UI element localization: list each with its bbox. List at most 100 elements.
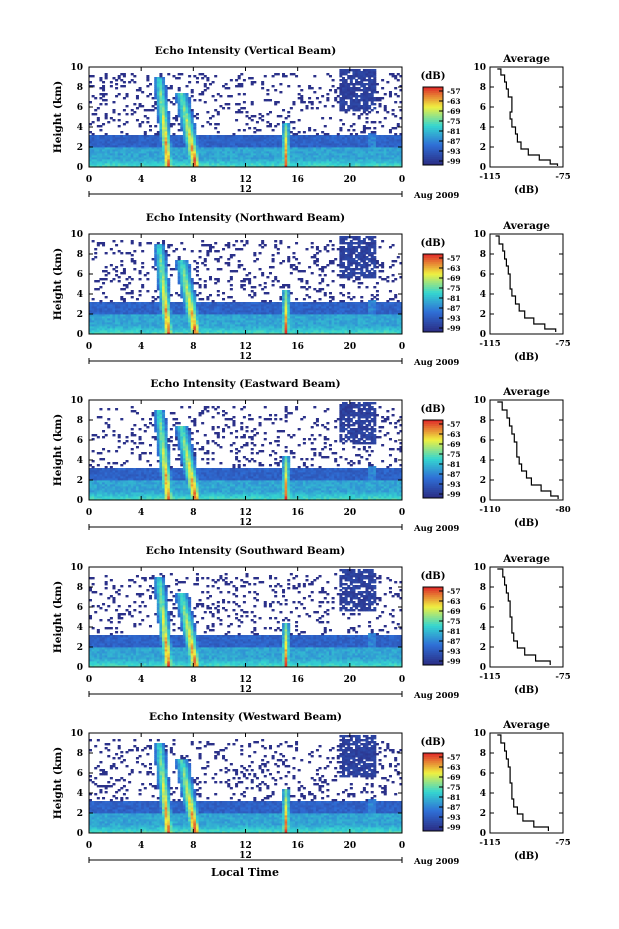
heatmap-cell	[365, 89, 369, 92]
heatmap-cell	[308, 328, 312, 331]
heatmap-cell	[271, 155, 275, 158]
heatmap-cell	[156, 326, 160, 329]
heatmap-cell	[394, 155, 398, 158]
heatmap-cell	[245, 274, 249, 277]
heatmap-cell	[391, 149, 395, 152]
heatmap-cell	[342, 69, 346, 72]
heatmap-cell	[130, 320, 134, 323]
heatmap-cell	[151, 326, 155, 329]
colorbar-segment	[423, 126, 443, 129]
heatmap-cell	[248, 324, 252, 327]
heatmap-cell	[289, 163, 293, 166]
heatmap-cell	[331, 163, 335, 166]
heatmap-cell	[308, 137, 312, 140]
heatmap-cell	[162, 242, 166, 245]
heatmap-cell	[391, 139, 395, 142]
heatmap-cell	[175, 165, 179, 168]
heatmap-cell	[362, 125, 366, 128]
heatmap-cell	[224, 316, 228, 319]
heatmap-cell	[203, 324, 207, 327]
heatmap-cell	[302, 332, 306, 335]
heatmap-cell	[248, 294, 252, 297]
heatmap-cell	[188, 326, 192, 329]
heatmap-cell	[159, 127, 163, 130]
heatmap-cell	[370, 89, 374, 92]
heatmap-cell	[104, 270, 108, 273]
heatmap-cell	[169, 145, 173, 148]
heatmap-cell	[357, 109, 361, 112]
heatmap-cell	[143, 322, 147, 325]
heatmap-cell	[368, 85, 372, 88]
heatmap-cell	[190, 117, 194, 120]
heatmap-cell	[198, 139, 202, 142]
heatmap-cell	[357, 95, 361, 98]
heatmap-cell	[349, 107, 353, 110]
heatmap-cell	[360, 89, 364, 92]
heatmap-cell	[287, 312, 291, 315]
heatmap-cell	[214, 153, 218, 156]
heatmap-cell	[120, 330, 124, 333]
heatmap-cell	[185, 262, 189, 265]
heatmap-cell	[175, 161, 179, 164]
heatmap-cell	[133, 163, 137, 166]
heatmap-cell	[362, 97, 366, 100]
heatmap-cell	[128, 314, 132, 317]
heatmap-cell	[235, 143, 239, 146]
heatmap-cell	[224, 308, 228, 311]
heatmap-cell	[287, 143, 291, 146]
heatmap-cell	[177, 322, 181, 325]
heatmap-cell	[255, 324, 259, 327]
heatmap-cell	[219, 320, 223, 323]
heatmap-cell	[128, 161, 132, 164]
heatmap-cell	[399, 89, 403, 92]
heatmap-cell	[117, 153, 121, 156]
heatmap-cell	[89, 161, 93, 164]
heatmap-cell	[102, 95, 106, 98]
heatmap-cell	[229, 141, 233, 144]
heatmap-cell	[177, 304, 181, 307]
heatmap-cell	[164, 105, 168, 108]
heatmap-cell	[188, 103, 192, 106]
heatmap-cell	[318, 147, 322, 150]
heatmap-cell	[180, 159, 184, 162]
heatmap-cell	[180, 95, 184, 98]
heatmap-cell	[188, 119, 192, 122]
heatmap-cell	[156, 306, 160, 309]
heatmap-cell	[211, 95, 215, 98]
heatmap-cell	[300, 165, 304, 168]
heatmap-cell	[227, 306, 231, 309]
heatmap-cell	[328, 143, 332, 146]
x-tick-label: 8	[190, 175, 196, 185]
heatmap-cell	[112, 143, 116, 146]
heatmap-cell	[185, 260, 189, 263]
heatmap-cell	[135, 161, 139, 164]
heatmap-cell	[219, 318, 223, 321]
heatmap-cell	[235, 322, 239, 325]
heatmap-cell	[167, 290, 171, 293]
heatmap-cell	[135, 89, 139, 92]
profile-y-tick-label: 10	[473, 63, 486, 73]
heatmap-cell	[276, 308, 280, 311]
x-tick-label: 12	[239, 175, 252, 185]
heatmap-cell	[250, 322, 254, 325]
heatmap-cell	[102, 99, 106, 102]
heatmap-cell	[279, 312, 283, 315]
heatmap-cell	[167, 125, 171, 128]
heatmap-cell	[91, 258, 95, 261]
heatmap-cell	[146, 310, 150, 313]
heatmap-cell	[289, 159, 293, 162]
heatmap-cell	[368, 155, 372, 158]
heatmap-cell	[227, 159, 231, 162]
heatmap-cell	[206, 302, 210, 305]
heatmap-cell	[300, 312, 304, 315]
heatmap-cell	[250, 155, 254, 158]
heatmap-cell	[302, 135, 306, 138]
heatmap-cell	[96, 306, 100, 309]
heatmap-cell	[185, 111, 189, 114]
heatmap-cell	[141, 145, 145, 148]
heatmap-cell	[182, 326, 186, 329]
heatmap-cell	[94, 320, 98, 323]
heatmap-cell	[300, 97, 304, 100]
heatmap-cell	[375, 143, 379, 146]
heatmap-cell	[128, 312, 132, 315]
